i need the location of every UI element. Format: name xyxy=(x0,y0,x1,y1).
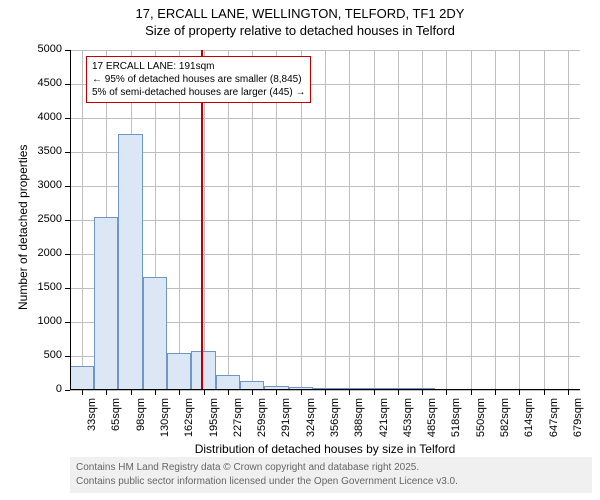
xtick-label: 614sqm xyxy=(523,398,535,446)
ytick-mark xyxy=(65,390,70,391)
annotation-line-3: 5% of semi-detached houses are larger (4… xyxy=(92,86,305,99)
xtick-mark xyxy=(155,390,156,395)
ytick-label: 4000 xyxy=(30,111,62,123)
histogram-bar xyxy=(94,217,118,390)
histogram-bar xyxy=(191,351,216,390)
annotation-line-1: 17 ERCALL LANE: 191sqm xyxy=(92,60,305,73)
ytick-label: 4500 xyxy=(30,77,62,89)
xtick-mark xyxy=(204,390,205,395)
histogram-bar xyxy=(216,375,240,390)
xtick-mark xyxy=(252,390,253,395)
y-axis-label: Number of detached properties xyxy=(16,145,30,310)
annotation-line-2: ← 95% of detached houses are smaller (8,… xyxy=(92,73,305,86)
xtick-mark xyxy=(131,390,132,395)
xtick-mark xyxy=(106,390,107,395)
xtick-mark xyxy=(349,390,350,395)
ytick-label: 1500 xyxy=(30,281,62,293)
gridline-vertical xyxy=(471,50,472,390)
xtick-label: 65sqm xyxy=(110,398,122,446)
ytick-mark xyxy=(65,288,70,289)
ytick-mark xyxy=(65,152,70,153)
xtick-mark xyxy=(544,390,545,395)
ytick-mark xyxy=(65,356,70,357)
ytick-label: 2500 xyxy=(30,213,62,225)
xtick-mark xyxy=(374,390,375,395)
xtick-mark xyxy=(82,390,83,395)
gridline-vertical xyxy=(495,50,496,390)
footer-line-1: Contains HM Land Registry data © Crown c… xyxy=(76,461,586,475)
gridline-vertical xyxy=(349,50,350,390)
title-line-1: 17, ERCALL LANE, WELLINGTON, TELFORD, TF… xyxy=(0,6,600,23)
gridline-vertical xyxy=(422,50,423,390)
xtick-label: 33sqm xyxy=(86,398,98,446)
gridline-vertical xyxy=(568,50,569,390)
xtick-mark xyxy=(301,390,302,395)
annotation-box: 17 ERCALL LANE: 191sqm ← 95% of detached… xyxy=(86,56,311,103)
gridline-vertical xyxy=(398,50,399,390)
ytick-label: 5000 xyxy=(30,43,62,55)
xtick-mark xyxy=(519,390,520,395)
xtick-mark xyxy=(276,390,277,395)
gridline-vertical xyxy=(544,50,545,390)
xtick-label: 356sqm xyxy=(329,398,341,446)
ytick-label: 3000 xyxy=(30,179,62,191)
gridline-vertical xyxy=(82,50,83,390)
xtick-mark xyxy=(495,390,496,395)
title-block: 17, ERCALL LANE, WELLINGTON, TELFORD, TF… xyxy=(0,0,600,40)
xtick-label: 130sqm xyxy=(159,398,171,446)
gridline-vertical xyxy=(446,50,447,390)
xtick-mark xyxy=(471,390,472,395)
histogram-bar xyxy=(167,353,191,390)
xtick-label: 227sqm xyxy=(232,398,244,446)
ytick-mark xyxy=(65,84,70,85)
xtick-label: 259sqm xyxy=(256,398,268,446)
histogram-bar xyxy=(70,366,94,390)
xtick-label: 162sqm xyxy=(183,398,195,446)
xtick-label: 647sqm xyxy=(548,398,560,446)
ytick-label: 1000 xyxy=(30,315,62,327)
ytick-mark xyxy=(65,254,70,255)
ytick-mark xyxy=(65,220,70,221)
xtick-label: 518sqm xyxy=(450,398,462,446)
xtick-label: 485sqm xyxy=(426,398,438,446)
gridline-vertical xyxy=(519,50,520,390)
xtick-label: 388sqm xyxy=(353,398,365,446)
xtick-label: 324sqm xyxy=(305,398,317,446)
ytick-mark xyxy=(65,322,70,323)
gridline-vertical xyxy=(325,50,326,390)
xtick-label: 550sqm xyxy=(475,398,487,446)
xtick-mark xyxy=(398,390,399,395)
ytick-mark xyxy=(65,118,70,119)
xtick-mark xyxy=(325,390,326,395)
xtick-label: 421sqm xyxy=(378,398,390,446)
xtick-mark xyxy=(568,390,569,395)
histogram-bar xyxy=(143,277,167,390)
xtick-label: 98sqm xyxy=(135,398,147,446)
title-line-2: Size of property relative to detached ho… xyxy=(0,23,600,40)
footer-line-2: Contains public sector information licen… xyxy=(76,475,586,489)
axis-line-left xyxy=(70,50,71,390)
ytick-mark xyxy=(65,186,70,187)
gridline-vertical xyxy=(374,50,375,390)
chart-container: 17, ERCALL LANE, WELLINGTON, TELFORD, TF… xyxy=(0,0,600,500)
ytick-mark xyxy=(65,50,70,51)
xtick-label: 582sqm xyxy=(499,398,511,446)
xtick-label: 195sqm xyxy=(208,398,220,446)
xtick-label: 291sqm xyxy=(280,398,292,446)
xtick-mark xyxy=(228,390,229,395)
xtick-mark xyxy=(179,390,180,395)
ytick-label: 3500 xyxy=(30,145,62,157)
ytick-label: 2000 xyxy=(30,247,62,259)
footer-attribution: Contains HM Land Registry data © Crown c… xyxy=(70,457,592,493)
ytick-label: 0 xyxy=(30,383,62,395)
xtick-label: 453sqm xyxy=(402,398,414,446)
xtick-label: 679sqm xyxy=(572,398,584,446)
histogram-bar xyxy=(118,134,143,390)
ytick-label: 500 xyxy=(30,349,62,361)
xtick-mark xyxy=(446,390,447,395)
xtick-mark xyxy=(422,390,423,395)
